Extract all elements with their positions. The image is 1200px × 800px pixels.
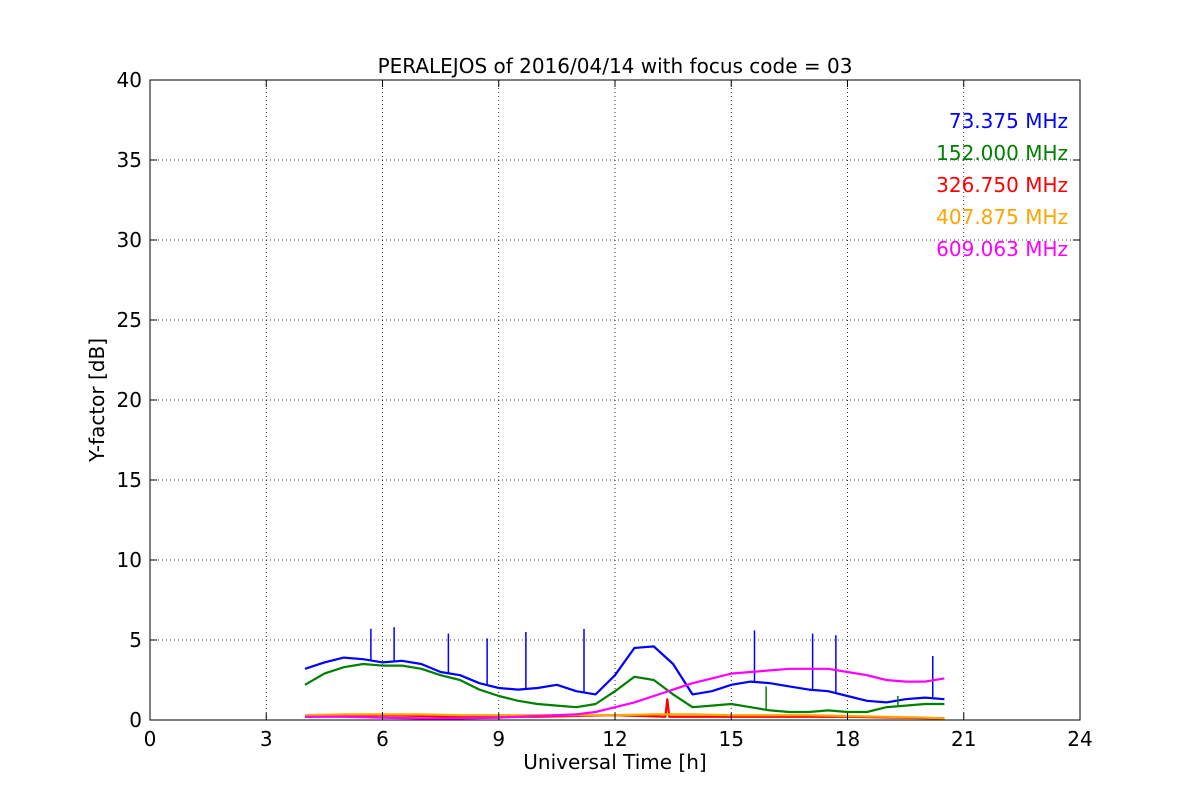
y-tick-label: 5 [129,628,142,652]
y-tick-label: 30 [117,228,142,252]
legend-entry: 73.375 MHz [949,109,1068,133]
ticks: 0 3 6 9 12 15 18 21 24 0 5 10 15 20 25 30 35 40 [117,68,1093,751]
series-line-3 [304,713,945,720]
legend-entry: 407.875 MHz [936,205,1068,229]
y-tick-label: 15 [117,468,142,492]
x-tick-label: 3 [260,727,273,751]
grid [150,80,1080,720]
x-tick-label: 6 [376,727,389,751]
legend: 73.375 MHz 152.000 MHz 326.750 MHz 407.875 … [936,109,1068,261]
y-tick-label: 35 [117,148,142,172]
y-tick-label: 0 [129,708,142,732]
y-tick-label: 25 [117,308,142,332]
series-line-4 [305,667,945,720]
y-tick-label: 20 [117,388,142,412]
x-tick-label: 12 [602,727,627,751]
legend-entry: 609.063 MHz [936,237,1068,261]
x-tick-label: 0 [144,727,157,751]
x-axis-label: Universal Time [h] [523,750,706,774]
chart-title: PERALEJOS of 2016/04/14 with focus code … [378,54,853,78]
y-tick-label: 10 [117,548,142,572]
y-tick-label: 40 [117,68,142,92]
x-tick-label: 9 [492,727,505,751]
y-axis-label: Y-factor [dB] [85,338,109,463]
x-tick-label: 21 [951,727,976,751]
series-line-1 [304,662,945,714]
x-tick-label: 15 [719,727,744,751]
legend-entry: 326.750 MHz [936,173,1068,197]
x-tick-label: 18 [835,727,860,751]
legend-entry: 152.000 MHz [936,141,1068,165]
series-layer [304,627,945,720]
series-line-2 [304,698,945,720]
series-line-0 [304,645,945,704]
x-tick-label: 24 [1067,727,1092,751]
